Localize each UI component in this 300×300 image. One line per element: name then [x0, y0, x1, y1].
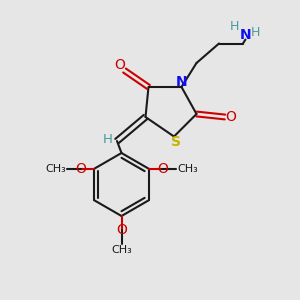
- Text: CH₃: CH₃: [177, 164, 198, 174]
- Text: H: H: [230, 20, 240, 33]
- Text: H: H: [251, 26, 261, 39]
- Text: O: O: [157, 162, 168, 176]
- Text: N: N: [176, 75, 187, 88]
- Text: O: O: [75, 162, 86, 176]
- Text: H: H: [103, 133, 112, 146]
- Text: S: S: [170, 136, 181, 149]
- Text: O: O: [116, 223, 127, 236]
- Text: CH₃: CH₃: [45, 164, 66, 174]
- Text: O: O: [115, 58, 125, 72]
- Text: N: N: [240, 28, 251, 42]
- Text: CH₃: CH₃: [111, 245, 132, 255]
- Text: O: O: [226, 110, 236, 124]
